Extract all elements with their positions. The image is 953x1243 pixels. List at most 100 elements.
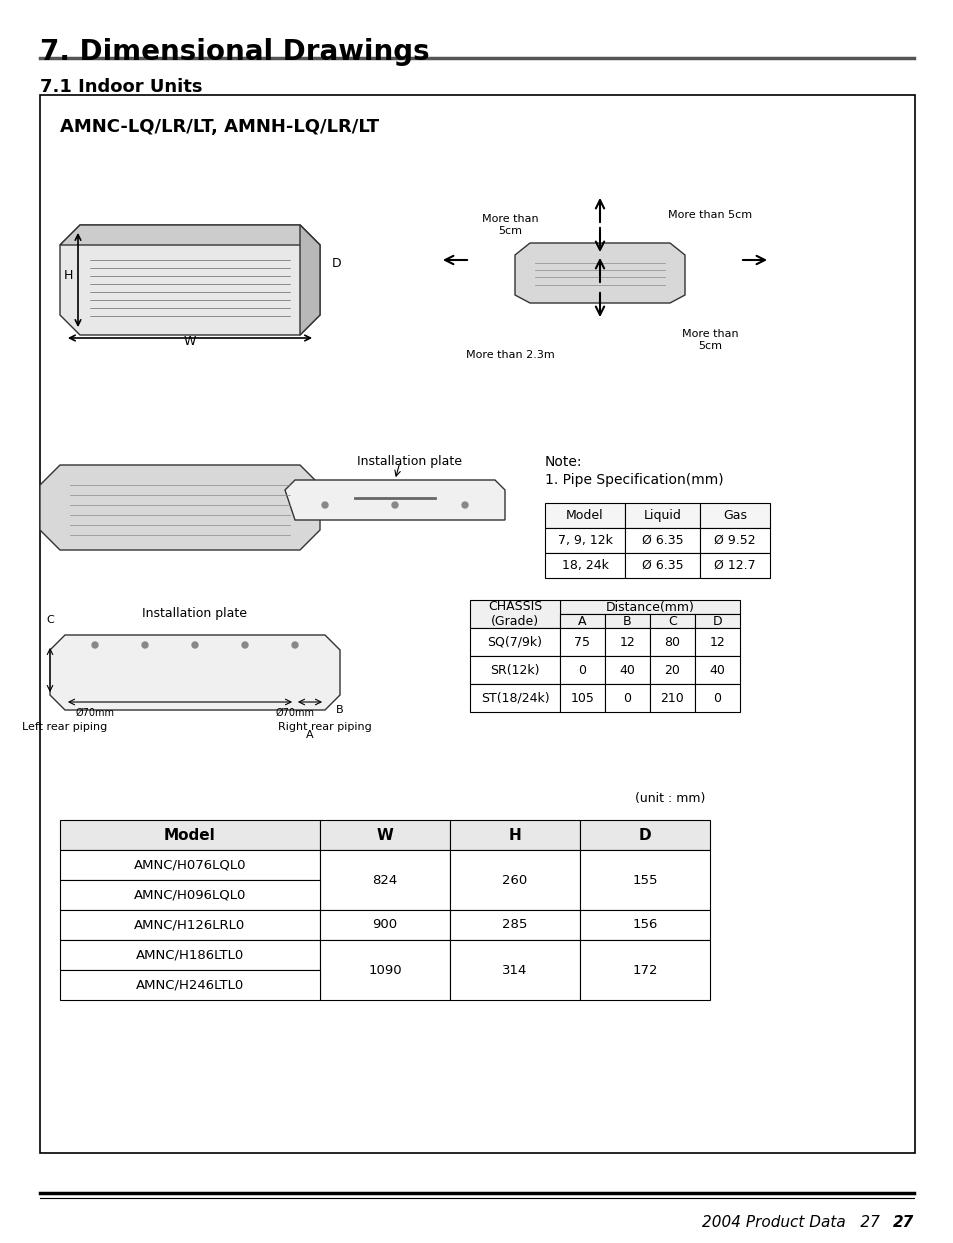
Bar	[695, 684, 740, 712]
Text: 7.1 Indoor Units: 7.1 Indoor Units	[40, 78, 202, 96]
Text: 314: 314	[502, 963, 527, 977]
Text: AMNC-LQ/LR/LT, AMNH-LQ/LR/LT: AMNC-LQ/LR/LT, AMNH-LQ/LR/LT	[60, 118, 378, 135]
Text: W: W	[184, 336, 196, 348]
Text: A: A	[578, 614, 586, 628]
Text: 1090: 1090	[368, 963, 401, 977]
Polygon shape	[60, 225, 319, 245]
Polygon shape	[299, 225, 319, 336]
Text: 75: 75	[574, 635, 590, 649]
Bar	[470, 656, 559, 684]
Bar	[60, 850, 319, 880]
Circle shape	[392, 502, 397, 508]
Bar	[649, 628, 695, 656]
Text: CHASSIS
(Grade): CHASSIS (Grade)	[487, 600, 541, 628]
Bar	[604, 614, 649, 628]
Bar	[60, 910, 319, 940]
Text: B: B	[622, 614, 631, 628]
Bar	[695, 614, 740, 628]
Bar	[40, 94, 914, 1154]
Bar	[470, 628, 559, 656]
Circle shape	[242, 641, 248, 648]
Bar	[470, 600, 559, 628]
Circle shape	[461, 502, 468, 508]
Text: 40: 40	[618, 664, 635, 676]
Text: 0: 0	[713, 691, 720, 705]
Text: Ø 6.35: Ø 6.35	[641, 534, 682, 547]
Text: 0: 0	[578, 664, 586, 676]
Text: 824: 824	[372, 874, 397, 886]
Bar	[60, 970, 319, 1001]
Text: C: C	[46, 615, 53, 625]
Text: More than
5cm: More than 5cm	[481, 214, 537, 236]
Circle shape	[192, 641, 198, 648]
Bar	[559, 628, 604, 656]
Text: 155: 155	[632, 874, 657, 886]
Text: 40: 40	[709, 664, 724, 676]
Text: A: A	[306, 730, 314, 740]
Text: 1. Pipe Specification(mm): 1. Pipe Specification(mm)	[544, 474, 723, 487]
Text: 20: 20	[664, 664, 679, 676]
Bar	[319, 820, 450, 850]
Polygon shape	[60, 225, 319, 336]
Bar	[695, 656, 740, 684]
Text: More than
5cm: More than 5cm	[681, 329, 738, 351]
Bar	[319, 910, 450, 940]
Circle shape	[322, 502, 328, 508]
Text: Gas: Gas	[722, 508, 746, 522]
Text: D: D	[638, 828, 651, 843]
Bar	[695, 628, 740, 656]
Bar	[624, 553, 700, 578]
Bar	[559, 656, 604, 684]
Bar	[624, 528, 700, 553]
Text: Right rear piping: Right rear piping	[278, 722, 372, 732]
Bar	[450, 910, 579, 940]
Text: Note:: Note:	[544, 455, 582, 469]
Text: 156: 156	[632, 919, 657, 931]
Text: AMNC/H126LRL0: AMNC/H126LRL0	[134, 919, 245, 931]
Bar	[544, 503, 624, 528]
Text: Installation plate: Installation plate	[357, 455, 462, 469]
Text: H: H	[508, 828, 521, 843]
Bar	[579, 940, 709, 1001]
Text: Ø70mm: Ø70mm	[75, 709, 114, 718]
Bar	[60, 940, 319, 970]
Text: H: H	[63, 268, 72, 281]
Polygon shape	[50, 635, 339, 710]
Bar	[559, 684, 604, 712]
Bar	[544, 528, 624, 553]
Bar	[604, 628, 649, 656]
Text: Ø70mm: Ø70mm	[275, 709, 314, 718]
Bar	[579, 850, 709, 910]
Bar	[319, 850, 450, 910]
Text: D: D	[712, 614, 721, 628]
Text: Ø 12.7: Ø 12.7	[714, 559, 755, 572]
Bar	[700, 503, 769, 528]
Circle shape	[142, 641, 148, 648]
Polygon shape	[285, 480, 504, 520]
Text: 12: 12	[709, 635, 724, 649]
Circle shape	[91, 641, 98, 648]
Bar	[604, 656, 649, 684]
Bar	[60, 880, 319, 910]
Text: W: W	[376, 828, 393, 843]
Bar	[319, 940, 450, 1001]
Text: Model: Model	[164, 828, 215, 843]
Bar	[604, 684, 649, 712]
Text: 285: 285	[502, 919, 527, 931]
Circle shape	[292, 641, 297, 648]
Text: SR(12k): SR(12k)	[490, 664, 539, 676]
Text: SQ(7/9k): SQ(7/9k)	[487, 635, 542, 649]
Text: 18, 24k: 18, 24k	[561, 559, 608, 572]
Text: AMNC/H246LTL0: AMNC/H246LTL0	[135, 978, 244, 992]
Bar	[559, 600, 740, 614]
Text: B: B	[335, 705, 343, 715]
Text: 27: 27	[892, 1214, 913, 1231]
Bar	[450, 820, 579, 850]
Text: 210: 210	[659, 691, 683, 705]
Text: AMNC/H096LQL0: AMNC/H096LQL0	[133, 889, 246, 901]
Text: Ø 6.35: Ø 6.35	[641, 559, 682, 572]
Bar	[649, 656, 695, 684]
Bar	[579, 820, 709, 850]
Text: 7, 9, 12k: 7, 9, 12k	[557, 534, 612, 547]
Text: 900: 900	[372, 919, 397, 931]
